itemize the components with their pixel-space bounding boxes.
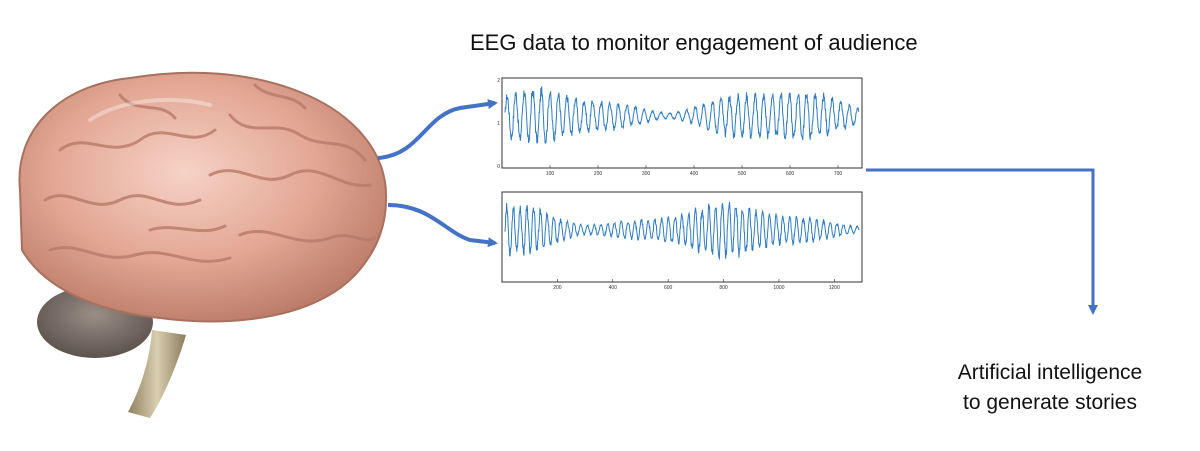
arrow-eeg-to-ai — [866, 168, 1098, 315]
eeg-top-x-tick-label-0: 100 — [546, 171, 555, 177]
eeg-top-y-tick-label-1: 1 — [497, 121, 500, 127]
eeg-bottom-x-tick-label-0: 200 — [553, 285, 562, 291]
arrow-brain-to-top-eeg — [377, 99, 498, 160]
brain-gyri — [43, 83, 377, 263]
eeg-bottom-x-tick-label-3: 800 — [719, 285, 728, 291]
eeg-top-x-tick-label-2: 300 — [642, 171, 651, 177]
eeg-bottom-x-tick-label-1: 400 — [609, 285, 618, 291]
eeg-bottom-x-axis: 200 400 600 800 1000 1200 — [553, 279, 840, 291]
eeg-signal-top — [504, 86, 860, 145]
eeg-bottom-x-tick-label-4: 1000 — [773, 285, 784, 291]
brain-stem — [128, 330, 186, 418]
eeg-top-y-tick-label-2: 0 — [497, 164, 500, 170]
eeg-top-y-tick-label-0: 2 — [497, 78, 500, 84]
eeg-bottom-x-tick-label-5: 1200 — [829, 285, 840, 291]
eeg-panel-top: 100 200 300 400 500 600 700 2 1 0 — [497, 77, 863, 177]
eeg-bottom-x-tick-label-2: 600 — [664, 285, 673, 291]
brain-illustration — [18, 71, 388, 418]
eeg-top-y-axis: 2 1 0 — [497, 78, 500, 170]
eeg-top-x-tick-label-6: 700 — [834, 171, 843, 177]
ai-output-label: Artificial intelligence to generate stor… — [930, 358, 1170, 418]
eeg-top-x-axis: 100 200 300 400 500 600 700 — [546, 165, 843, 177]
eeg-panel-bottom-frame — [501, 191, 863, 283]
eeg-panel-top-frame — [501, 77, 863, 169]
ai-output-label-line-2: to generate stories — [963, 391, 1137, 414]
eeg-top-x-tick-label-5: 600 — [786, 171, 795, 177]
eeg-top-x-tick-label-1: 200 — [594, 171, 603, 177]
eeg-top-x-tick-label-3: 400 — [690, 171, 699, 177]
brain-cerebrum — [18, 71, 388, 323]
eeg-signal-bottom — [504, 201, 860, 261]
eeg-top-x-tick-label-4: 500 — [738, 171, 747, 177]
brain-highlight — [88, 98, 212, 122]
arrow-brain-to-bottom-eeg — [387, 203, 498, 248]
eeg-panel-bottom: 200 400 600 800 1000 1200 — [501, 191, 863, 291]
diagram-title: EEG data to monitor engagement of audien… — [470, 30, 918, 55]
ai-output-label-line-1: Artificial intelligence — [957, 361, 1143, 384]
